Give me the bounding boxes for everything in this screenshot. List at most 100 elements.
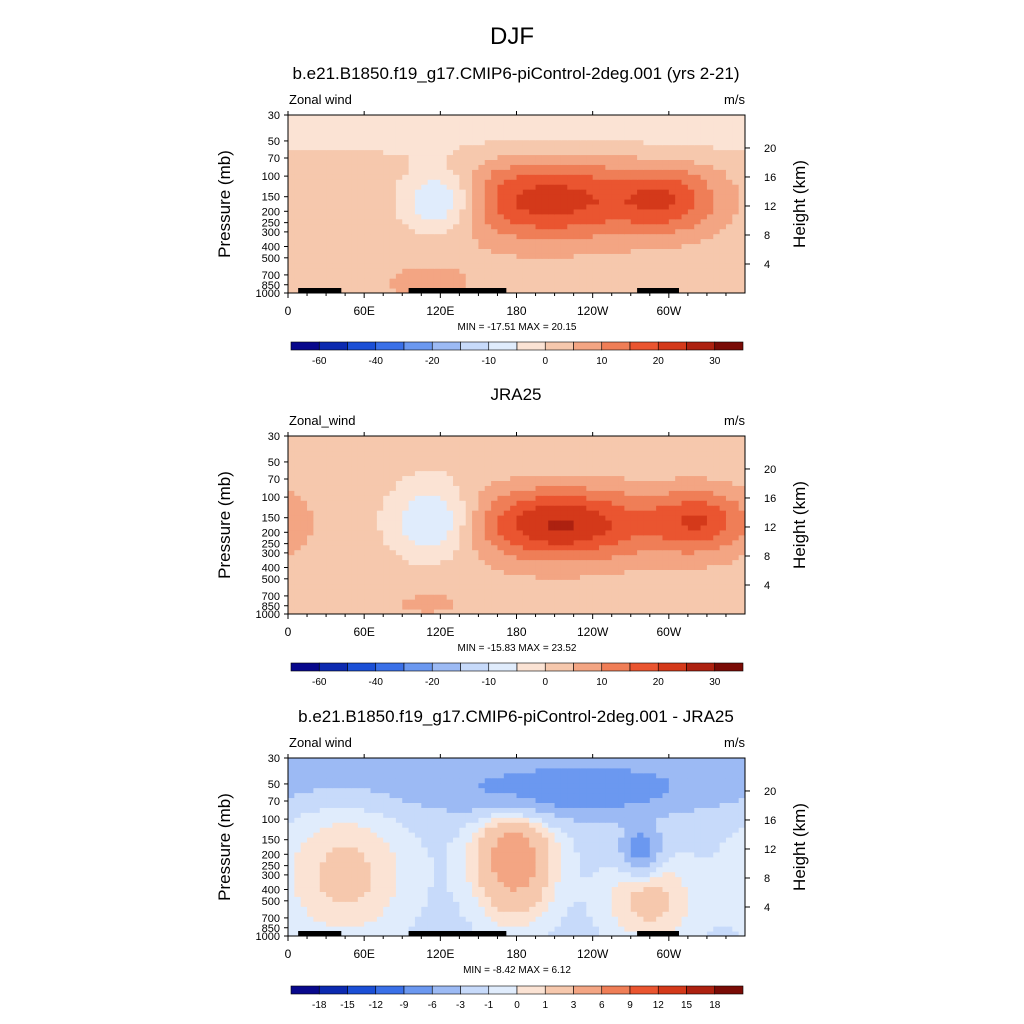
contour-cell <box>522 228 530 235</box>
contour-cell <box>592 213 600 220</box>
contour-cell <box>408 554 416 561</box>
contour-cell <box>484 604 492 610</box>
contour-cell <box>459 228 467 235</box>
contour-cell <box>643 213 651 220</box>
contour-cell <box>484 233 492 240</box>
contour-cell <box>662 589 670 595</box>
contour-cell <box>668 149 676 156</box>
contour-cell <box>599 599 606 605</box>
contour-cell <box>719 273 727 279</box>
contour-cell <box>364 115 372 121</box>
contour-cell <box>288 184 295 190</box>
contour-cell <box>687 169 695 175</box>
contour-cell <box>687 278 695 284</box>
contour-cell <box>332 495 340 501</box>
contour-cell <box>579 258 587 264</box>
contour-cell <box>725 579 733 585</box>
contour-cell <box>414 515 422 521</box>
contour-cell <box>579 480 587 486</box>
contour-cell <box>383 278 391 284</box>
contour-cell <box>719 164 727 170</box>
contour-cell <box>579 544 587 551</box>
contour-cell <box>662 539 670 546</box>
contour-cell <box>459 584 467 590</box>
contour-cell <box>427 238 435 245</box>
contour-cell <box>656 208 663 215</box>
contour-cell <box>630 253 638 259</box>
contour-cell <box>681 599 689 605</box>
contour-cell <box>637 119 644 126</box>
contour-cell <box>668 129 676 136</box>
contour-cell <box>370 490 378 496</box>
contour-cell <box>332 263 340 269</box>
contour-cell <box>694 599 702 605</box>
contour-cell <box>548 594 556 600</box>
contour-cell <box>516 248 524 254</box>
contour-cell <box>535 510 543 516</box>
contour-cell <box>421 129 429 136</box>
contour-cell <box>637 515 644 521</box>
contour-cell <box>649 465 657 472</box>
contour-cell <box>529 505 537 511</box>
contour-cell <box>694 278 702 284</box>
contour-cell <box>364 525 372 531</box>
contour-cell <box>522 208 530 215</box>
contour-cell <box>643 199 651 205</box>
contour-cell <box>694 470 702 477</box>
contour-cell <box>472 115 479 121</box>
contour-cell <box>719 154 727 160</box>
contour-cell <box>592 594 600 600</box>
contour-cell <box>288 460 295 467</box>
contour-cell <box>484 278 492 284</box>
contour-cell <box>713 559 721 566</box>
contour-cell <box>719 604 727 610</box>
contour-cell <box>681 184 689 190</box>
contour-cell <box>668 609 676 615</box>
contour-cell <box>351 584 359 590</box>
contour-cell <box>637 475 644 481</box>
contour-cell <box>637 268 644 274</box>
contour-cell <box>440 263 448 269</box>
contour-cell <box>332 455 340 462</box>
contour-cell <box>510 223 517 230</box>
contour-cell <box>554 288 562 294</box>
contour-cell <box>732 253 740 259</box>
contour-cell <box>694 609 702 615</box>
contour-cell <box>732 194 740 200</box>
contour-cell <box>300 189 308 195</box>
contour-cell <box>332 144 340 151</box>
contour-cell <box>491 119 498 126</box>
contour-cell <box>656 243 663 249</box>
contour-cell <box>300 144 308 151</box>
contour-cell <box>630 288 638 294</box>
contour-cell <box>414 559 422 566</box>
contour-cell <box>319 584 327 590</box>
contour-cell <box>491 609 498 615</box>
contour-cell <box>516 534 524 541</box>
contour-cell <box>370 579 378 585</box>
contour-cell <box>694 204 702 210</box>
contour-cell <box>535 248 543 254</box>
contour-cell <box>554 218 562 225</box>
contour-cell <box>516 574 524 580</box>
contour-cell <box>370 253 378 259</box>
contour-cell <box>694 549 702 556</box>
contour-cell <box>719 475 727 481</box>
contour-cell <box>484 268 492 274</box>
contour-cell <box>535 480 543 486</box>
contour-cell <box>567 204 575 210</box>
contour-cell <box>706 189 714 195</box>
contour-cell <box>605 174 613 180</box>
contour-cell <box>567 529 575 536</box>
contour-cell <box>548 460 556 467</box>
contour-cell <box>706 243 714 249</box>
contour-cell <box>364 233 372 240</box>
contour-cell <box>446 544 454 551</box>
contour-cell <box>687 124 695 131</box>
contour-cell <box>516 500 524 506</box>
contour-cell <box>472 505 479 511</box>
contour-cell <box>294 233 302 240</box>
contour-cell <box>637 574 644 580</box>
contour-cell <box>611 179 619 185</box>
contour-cell <box>700 465 708 472</box>
